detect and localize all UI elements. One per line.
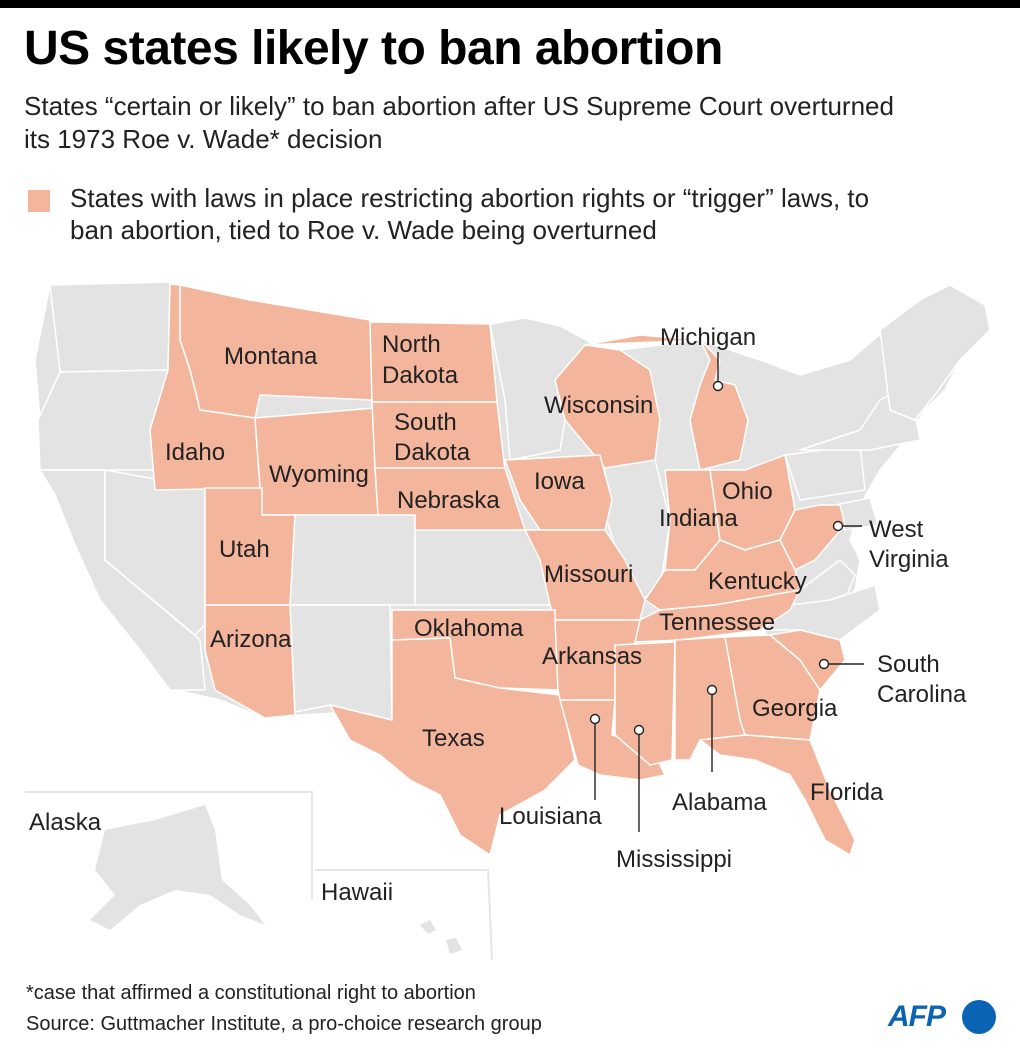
label-south-carolina-2: Carolina — [877, 681, 967, 708]
state-colorado — [289, 511, 416, 606]
hawaii-shape — [420, 920, 462, 954]
label-georgia: Georgia — [752, 695, 838, 722]
state-arizona-shape — [204, 604, 296, 719]
state-south-carolina-shape — [769, 629, 846, 691]
label-montana: Montana — [224, 343, 318, 370]
label-tennessee: Tennessee — [659, 609, 775, 636]
label-kentucky: Kentucky — [708, 568, 807, 595]
state-texas-shape — [329, 637, 576, 856]
label-north-dakota-2: Dakota — [382, 362, 459, 389]
label-south-carolina-1: South — [877, 651, 940, 678]
label-alabama: Alabama — [672, 789, 767, 816]
mississippi-marker — [633, 724, 645, 736]
afp-logo-dot — [962, 1000, 996, 1034]
state-pennsylvania — [784, 444, 866, 501]
afp-logo-text: AFP — [888, 1000, 946, 1033]
state-washington — [49, 281, 171, 373]
label-michigan: Michigan — [660, 324, 756, 351]
label-texas: Texas — [422, 725, 485, 752]
state-tennessee-shape — [634, 589, 801, 643]
legend-label: States with laws in place restricting ab… — [70, 183, 870, 245]
map-title: US states likely to ban abortion — [24, 22, 723, 75]
state-north-carolina — [734, 584, 881, 641]
hawaii-inset-border — [315, 869, 493, 961]
label-south-dakota-1: South — [394, 409, 457, 436]
alaska-inset-border — [25, 791, 313, 900]
south-carolina-marker — [818, 658, 830, 670]
label-west-virginia-2: Virginia — [869, 546, 949, 573]
footnotes: *case that affirmed a constitutional rig… — [26, 978, 542, 1040]
michigan-marker — [712, 380, 724, 392]
state-new-mexico — [289, 604, 393, 721]
west-virginia-marker — [832, 520, 844, 532]
legend-swatch — [28, 190, 50, 212]
label-florida: Florida — [810, 779, 884, 806]
top-rule — [0, 0, 1020, 8]
label-alaska: Alaska — [29, 809, 102, 836]
label-west-virginia-1: West — [869, 516, 924, 543]
state-florida-shape — [699, 734, 856, 856]
label-iowa: Iowa — [534, 468, 585, 495]
afp-logo: AFP — [888, 998, 1008, 1038]
label-louisiana: Louisiana — [499, 803, 602, 830]
label-wyoming: Wyoming — [269, 461, 369, 488]
state-mississippi-shape — [614, 641, 676, 766]
state-wisconsin-shape — [554, 344, 661, 469]
alaska-shape — [90, 805, 265, 930]
state-west-virginia-shape — [779, 504, 846, 571]
state-oregon — [37, 369, 169, 471]
label-oklahoma: Oklahoma — [414, 615, 524, 642]
label-south-dakota-2: Dakota — [394, 439, 471, 466]
state-michigan-shape — [584, 334, 749, 471]
map-subtitle: States “certain or likely” to ban aborti… — [24, 91, 894, 154]
label-missouri: Missouri — [544, 561, 633, 588]
state-new-england — [879, 284, 991, 421]
louisiana-marker — [589, 713, 601, 725]
label-wisconsin: Wisconsin — [544, 392, 653, 419]
label-indiana: Indiana — [659, 505, 738, 532]
state-nebraska-shape — [374, 467, 526, 531]
source-text: Source: Guttmacher Institute, a pro-choi… — [26, 1013, 542, 1035]
label-utah: Utah — [219, 536, 270, 563]
label-mississippi: Mississippi — [616, 846, 732, 873]
label-ohio: Ohio — [722, 478, 773, 505]
label-hawaii: Hawaii — [321, 879, 393, 906]
alabama-marker — [706, 684, 718, 696]
state-kansas — [414, 529, 551, 606]
label-nebraska: Nebraska — [397, 487, 500, 514]
label-arizona: Arizona — [210, 626, 292, 653]
footnote-text: *case that affirmed a constitutional rig… — [26, 982, 476, 1004]
label-arkansas: Arkansas — [542, 643, 642, 670]
label-idaho: Idaho — [165, 439, 225, 466]
label-north-dakota-1: North — [382, 331, 441, 358]
